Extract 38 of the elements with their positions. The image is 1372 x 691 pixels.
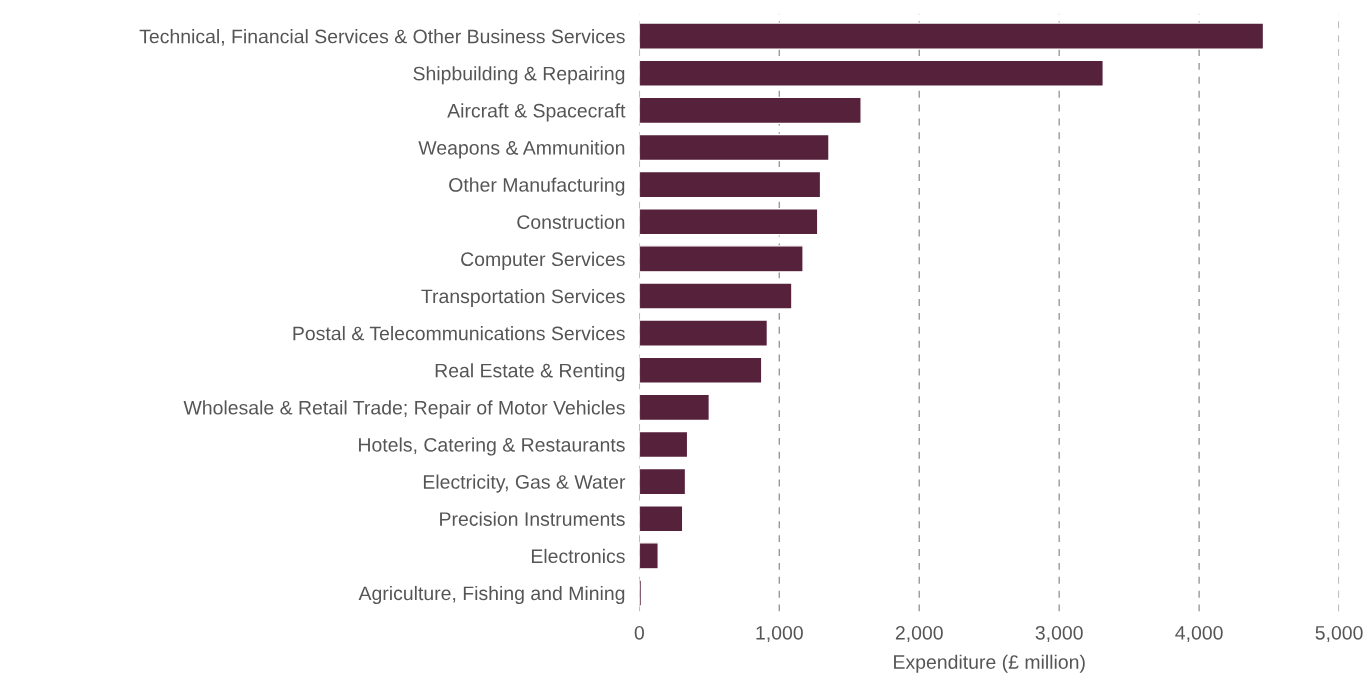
bar bbox=[639, 245, 804, 273]
x-tick-label: 2,000 bbox=[895, 625, 943, 642]
y-tick-label: Real Estate & Renting bbox=[435, 363, 625, 382]
bar bbox=[639, 282, 793, 310]
x-tick-label: 0 bbox=[634, 625, 644, 640]
bar bbox=[639, 467, 687, 496]
bar bbox=[639, 170, 822, 199]
y-tick-label: Other Manufacturing bbox=[449, 177, 625, 196]
y-tick-label: Wholesale & Retail Trade; Repair of Motor Vehicles bbox=[183, 400, 625, 419]
bar bbox=[639, 542, 659, 570]
bar bbox=[639, 133, 830, 162]
x-tick-label: 3,000 bbox=[1035, 625, 1083, 642]
y-tick-label: Aircraft & Spacecraft bbox=[447, 103, 626, 122]
y-tick-label: Electronics bbox=[531, 548, 625, 564]
x-tick-label: 1,000 bbox=[756, 625, 803, 642]
bar bbox=[639, 319, 769, 347]
y-tick-label: Shipbuilding & Repairing bbox=[413, 66, 625, 85]
y-tick-label: Hotels, Catering & Restaurants bbox=[359, 437, 625, 456]
y-tick-label: Electricity, Gas & Water bbox=[423, 474, 626, 493]
bar bbox=[639, 22, 1265, 50]
x-axis-title: Expenditure (£ million) bbox=[894, 654, 1085, 673]
y-tick-label: Agriculture, Fishing and Mining bbox=[358, 585, 625, 605]
bar bbox=[639, 96, 862, 125]
y-tick-label: Weapons & Ammunition bbox=[418, 140, 625, 159]
y-tick-label: Technical, Financial Services & Other Business Services bbox=[139, 29, 625, 46]
bar bbox=[639, 59, 1104, 87]
bar bbox=[639, 505, 684, 533]
bar bbox=[639, 356, 763, 384]
bar bbox=[639, 208, 819, 236]
bar bbox=[639, 393, 711, 422]
y-tick-label: Construction bbox=[517, 214, 625, 229]
y-tick-label: Postal & Telecommunications Services bbox=[293, 326, 625, 341]
y-tick-label: Transportation Services bbox=[421, 288, 625, 308]
bar bbox=[639, 430, 689, 459]
x-tick-label: 5,000 bbox=[1315, 625, 1363, 642]
y-tick-label: Precision Instruments bbox=[440, 511, 625, 526]
x-tick-label: 4,000 bbox=[1175, 625, 1223, 642]
y-tick-label: Computer Services bbox=[461, 251, 625, 270]
